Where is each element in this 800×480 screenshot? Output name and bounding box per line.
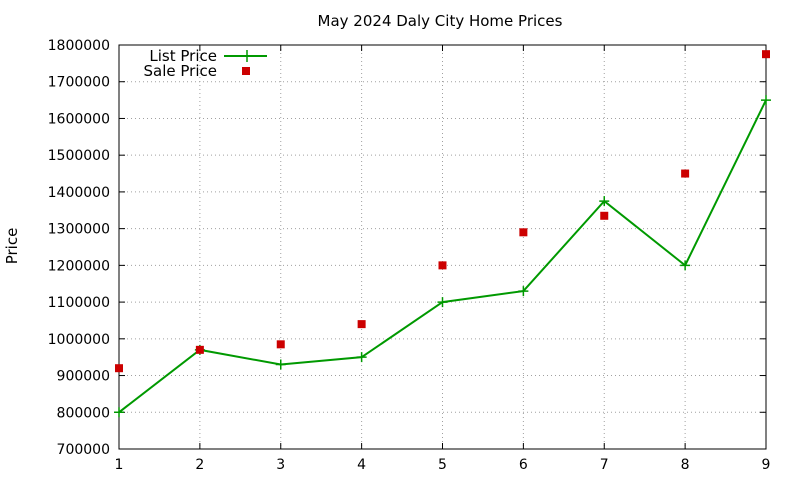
sale-price-point xyxy=(195,345,204,354)
legend-label-list-price: List Price xyxy=(149,47,217,65)
y-tick-label: 1600000 xyxy=(48,111,110,127)
list-price-point xyxy=(275,359,286,370)
y-tick-label: 1000000 xyxy=(48,332,110,348)
list-price-point xyxy=(518,286,529,297)
y-tick-label: 1100000 xyxy=(48,295,110,311)
chart-title: May 2024 Daly City Home Prices xyxy=(318,12,563,30)
y-tick-label: 1500000 xyxy=(48,148,110,164)
sale-price-point xyxy=(681,169,690,178)
list-price-point xyxy=(761,95,771,106)
sale-price-point xyxy=(438,261,447,270)
list-price-point xyxy=(680,260,691,271)
legend-label-sale-price: Sale Price xyxy=(144,62,217,80)
x-tick-label: 4 xyxy=(357,457,366,473)
y-tick-label: 1800000 xyxy=(48,38,110,54)
x-tick-label: 5 xyxy=(438,457,447,473)
sale-price-point xyxy=(519,228,528,237)
sale-price-point xyxy=(276,340,285,349)
sale-price-point xyxy=(762,50,770,59)
legend-marker-sale-price xyxy=(242,67,250,75)
x-tick-label: 7 xyxy=(600,457,609,473)
y-axis-title: Price xyxy=(3,228,21,265)
x-tick-label: 1 xyxy=(115,457,124,473)
list-price-point xyxy=(356,352,367,363)
sale-price-point xyxy=(115,364,123,373)
legend-marker-list-price xyxy=(241,50,253,62)
y-tick-label: 1200000 xyxy=(48,258,110,274)
list-price-point xyxy=(599,196,610,207)
sale-price-point xyxy=(357,320,366,329)
plot-area xyxy=(118,44,767,450)
y-tick-label: 900000 xyxy=(57,369,110,385)
legend: List Price Sale Price xyxy=(144,47,267,80)
grid xyxy=(119,45,766,449)
x-tick-label: 9 xyxy=(762,457,771,473)
list-price-point xyxy=(437,297,448,308)
x-tick-label: 6 xyxy=(519,457,528,473)
y-tick-label: 1400000 xyxy=(48,185,110,201)
y-tick-label: 1300000 xyxy=(48,222,110,238)
x-tick-label: 3 xyxy=(276,457,285,473)
list-price-point xyxy=(114,407,124,418)
y-tick-label: 1700000 xyxy=(48,75,110,91)
y-tick-label: 700000 xyxy=(57,442,110,458)
series-layer xyxy=(114,50,771,418)
x-tick-label: 2 xyxy=(195,457,204,473)
ticks: 700000 800000 900000 1000000 1100000 1200000 1… xyxy=(48,38,771,473)
y-tick-label: 800000 xyxy=(57,405,110,421)
x-tick-label: 8 xyxy=(681,457,690,473)
sale-price-point xyxy=(600,211,609,220)
